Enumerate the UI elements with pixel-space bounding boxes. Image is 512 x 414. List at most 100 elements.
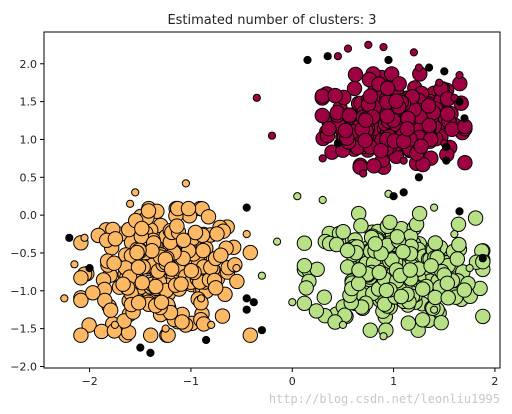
y-axis: −2.0 −1.5 −1.0 −0.5 0.0 0.5 1.0 1.5 2.0: [10, 58, 44, 373]
edge-point: [379, 43, 388, 52]
core-point: [337, 122, 354, 139]
core-point: [411, 205, 428, 222]
x-tick-label: 2: [491, 375, 498, 388]
noise-point: [136, 343, 145, 352]
edge-point: [267, 131, 277, 140]
noise-point: [333, 139, 342, 148]
core-point: [134, 275, 151, 291]
core-point: [378, 282, 395, 299]
core-point: [393, 288, 409, 305]
edge-point: [207, 320, 216, 329]
edge-point: [126, 199, 135, 208]
core-point: [350, 275, 367, 292]
edge-point: [318, 154, 327, 163]
core-point: [362, 322, 378, 338]
noise-point: [303, 55, 312, 65]
core-point: [209, 226, 225, 242]
core-point: [115, 276, 131, 292]
noise-point: [425, 63, 434, 72]
core-point: [242, 327, 259, 343]
core-point: [296, 295, 313, 311]
edge-point: [379, 332, 388, 341]
edge-point: [450, 230, 459, 239]
x-tick-label: −2: [81, 375, 97, 388]
core-point: [475, 308, 491, 325]
core-point: [457, 155, 473, 171]
core-point: [180, 200, 197, 217]
core-point: [93, 323, 110, 340]
core-point: [85, 285, 101, 301]
edge-point: [257, 271, 266, 280]
noise-point: [242, 305, 251, 314]
edge-point: [333, 52, 342, 61]
core-point: [400, 315, 416, 331]
noise-point: [146, 348, 155, 357]
x-tick-label: 1: [390, 375, 397, 388]
core-point: [213, 247, 229, 263]
core-point: [366, 158, 382, 174]
series-2: [257, 189, 491, 341]
edge-point: [455, 71, 464, 80]
core-point: [134, 220, 150, 237]
noise-point: [455, 97, 464, 106]
edge-point: [364, 40, 373, 50]
noise-point: [414, 173, 423, 182]
edge-point: [435, 78, 444, 87]
edge-point: [161, 324, 170, 333]
core-point: [341, 107, 358, 123]
core-point: [427, 289, 443, 306]
core-point: [164, 261, 180, 277]
core-point: [229, 273, 245, 290]
edge-point: [338, 320, 347, 329]
core-point: [399, 121, 415, 137]
y-tick-label: −2.0: [10, 360, 37, 373]
core-point: [439, 106, 456, 122]
core-point: [367, 236, 383, 252]
core-point: [413, 138, 429, 154]
core-point: [143, 327, 159, 343]
x-tick-label: 0: [289, 375, 296, 388]
core-point: [73, 327, 89, 343]
noise-point: [455, 207, 464, 216]
chart-title: Estimated number of clusters: 3: [167, 13, 376, 28]
core-point: [316, 289, 332, 305]
edge-point: [343, 44, 353, 53]
core-point: [379, 80, 396, 97]
core-point: [81, 317, 97, 333]
core-point: [106, 255, 122, 271]
y-tick-label: 1.0: [20, 133, 38, 146]
core-point: [420, 98, 437, 114]
core-point: [175, 232, 192, 249]
plot-frame: [43, 31, 501, 369]
core-point: [183, 263, 200, 279]
edge-point: [70, 260, 79, 269]
noise-point: [85, 264, 94, 273]
core-point: [174, 314, 190, 330]
core-point: [148, 278, 164, 295]
y-tick-label: 1.5: [20, 96, 38, 109]
y-tick-label: 0.5: [20, 171, 38, 184]
series-0: [252, 40, 473, 178]
core-point: [314, 88, 330, 104]
core-point: [296, 258, 313, 274]
edge-point: [414, 63, 423, 72]
x-tick-label: −1: [183, 375, 199, 388]
core-point: [173, 276, 189, 292]
core-point: [421, 117, 437, 134]
noise-point: [460, 114, 469, 123]
core-point: [308, 303, 325, 319]
edge-point: [288, 298, 297, 307]
core-point: [371, 264, 387, 281]
core-point: [415, 281, 431, 297]
core-point: [144, 243, 160, 259]
noise-point: [478, 254, 487, 263]
edge-point: [399, 156, 408, 165]
noise-point: [249, 298, 258, 307]
noise-point: [202, 335, 211, 345]
core-point: [296, 235, 313, 251]
edge-point: [359, 169, 368, 178]
core-point: [357, 132, 373, 149]
core-point: [298, 280, 314, 296]
core-point: [444, 121, 460, 138]
